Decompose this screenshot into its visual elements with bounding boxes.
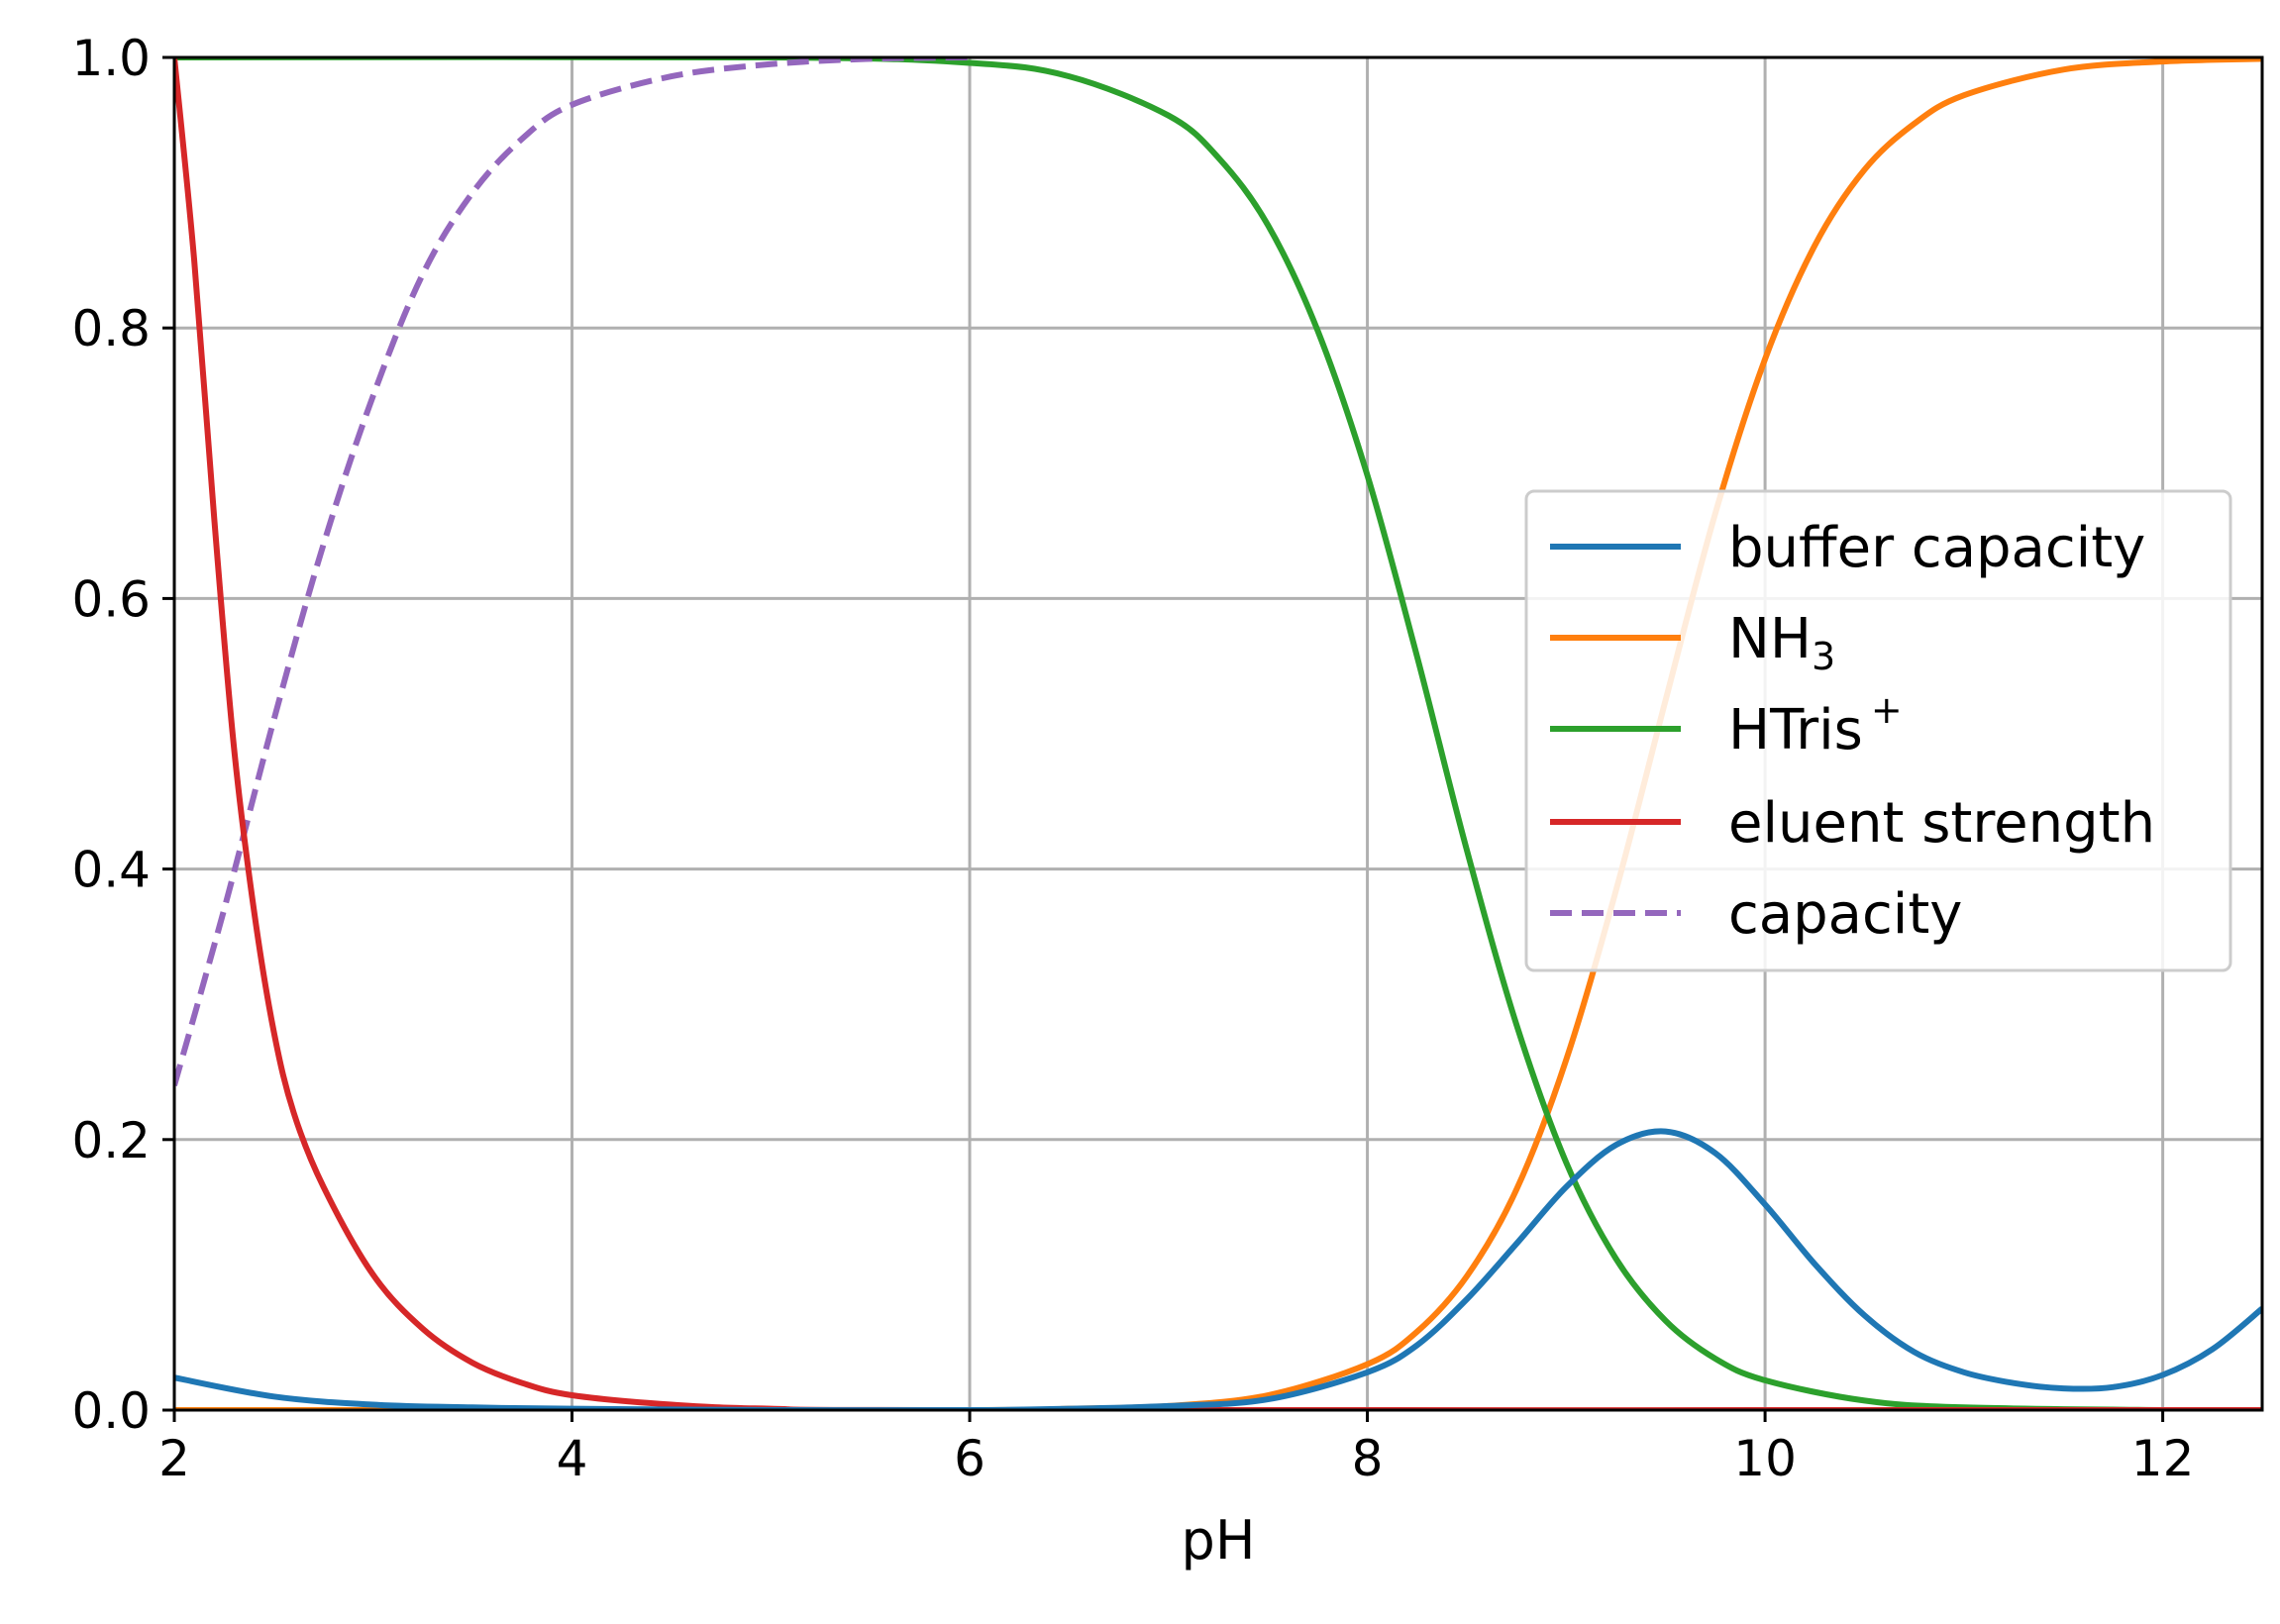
legend-label-nh3-main: NH [1728, 607, 1812, 671]
y-tick-label: 0.2 [71, 1112, 151, 1169]
series-line-htris- [174, 57, 2262, 1410]
legend-label-capacity: capacity [1728, 882, 1962, 947]
y-tick-label: 1.0 [71, 30, 151, 87]
y-tick-label: 0.0 [71, 1382, 151, 1440]
x-tick-label: 4 [557, 1430, 588, 1487]
series-line-capacity [174, 57, 971, 1087]
axes-frame [172, 55, 2264, 1412]
legend-label-htris-main: HTris [1728, 698, 1863, 762]
x-tick-label: 12 [2131, 1430, 2195, 1487]
legend-label-buffer-capacity: buffer capacity [1728, 516, 2145, 580]
y-tick-label: 0.8 [71, 300, 151, 357]
legend: buffer capacity NH3 HTris + eluent streng… [1524, 489, 2232, 972]
legend-label-htris-superscript: + [1871, 688, 1903, 732]
tick-labels: 2 4 6 8 10 12 0.0 0.2 0.4 0.6 0.8 1.0 [71, 30, 2194, 1487]
x-tick-label: 6 [954, 1430, 985, 1487]
legend-box [1524, 489, 2232, 972]
legend-label-nh3: NH3 [1728, 607, 1835, 678]
legend-label-htris: HTris + [1728, 688, 1903, 762]
legend-label-eluent-strength: eluent strength [1728, 791, 2155, 856]
x-tick-label: 8 [1352, 1430, 1384, 1487]
x-axis-label: pH [1182, 1509, 1256, 1572]
x-tick-label: 2 [158, 1430, 190, 1487]
y-tick-label: 0.4 [71, 842, 151, 899]
ticks [162, 55, 2165, 1422]
x-tick-label: 10 [1733, 1430, 1797, 1487]
y-tick-label: 0.6 [71, 570, 151, 628]
legend-label-nh3-subscript: 3 [1812, 635, 1835, 678]
